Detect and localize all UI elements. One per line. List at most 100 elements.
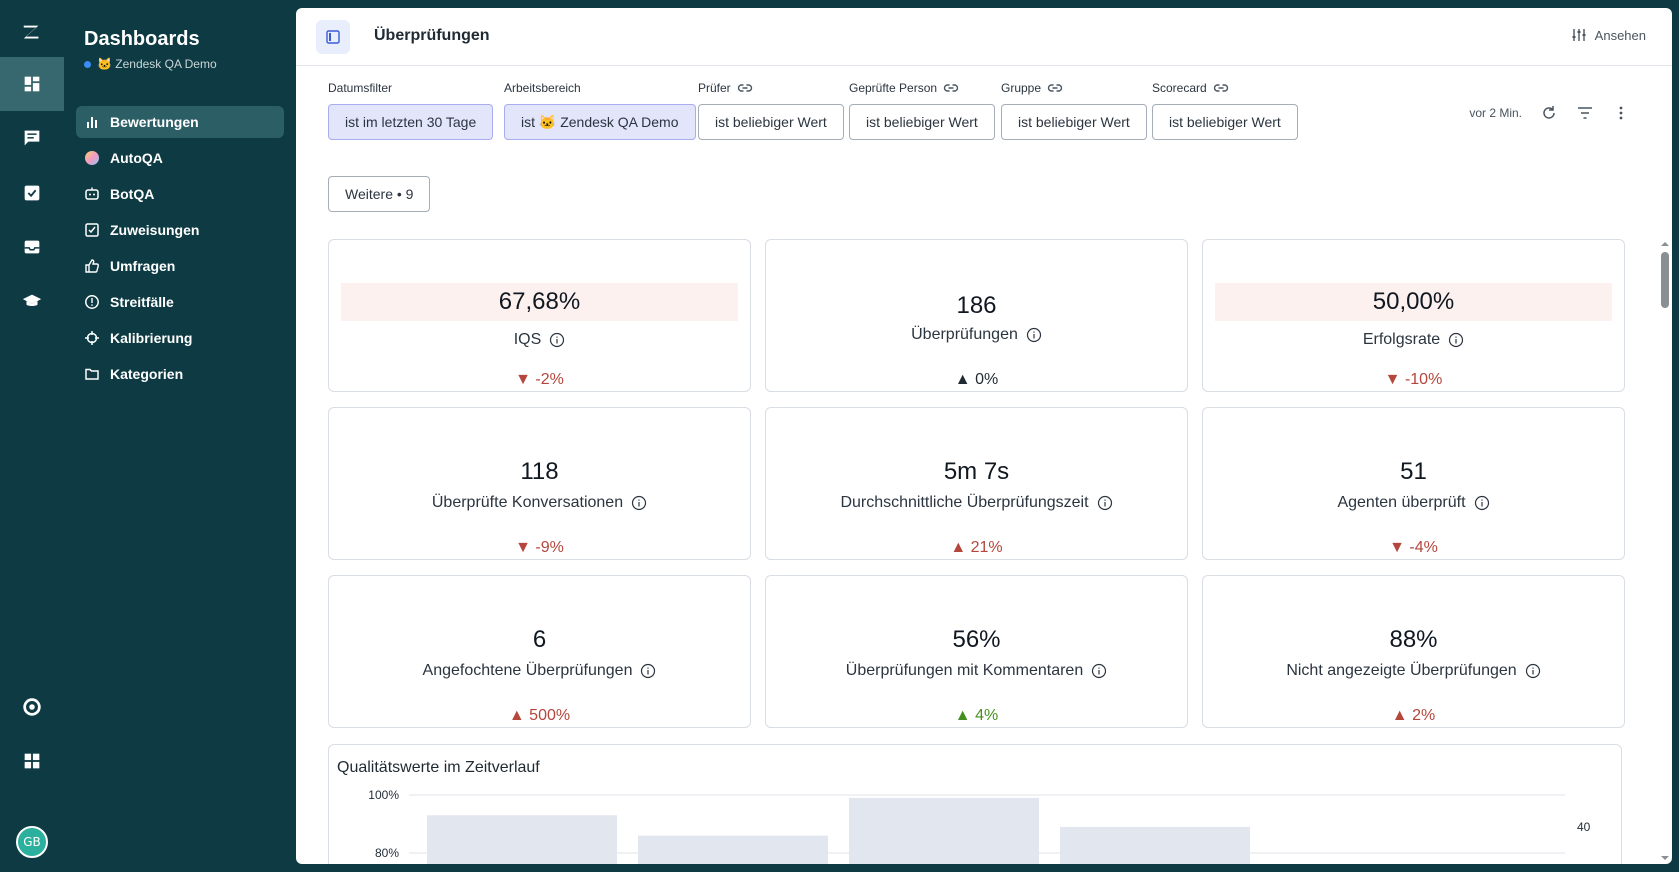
metric-delta: ▲ 21%: [950, 539, 1003, 556]
scroll-thumb[interactable]: [1661, 252, 1669, 308]
filter-icon[interactable]: [1576, 104, 1594, 122]
metric-card-disputed-reviews[interactable]: 6 Angefochtene Überprüfungen ▲ 500%: [328, 575, 751, 728]
metric-label: Agenten überprüft: [1337, 494, 1466, 511]
metric-card-pass-rate[interactable]: 50,00% Erfolgsrate ▼ -10%: [1202, 239, 1625, 392]
sidebar-toggle-button[interactable]: [316, 20, 350, 54]
link-icon[interactable]: [943, 80, 959, 96]
panel-left-icon: [326, 30, 340, 44]
info-icon[interactable]: [1525, 663, 1541, 679]
metric-value: 51: [1400, 458, 1427, 485]
metric-value: 67,68%: [341, 283, 738, 321]
chart-bar[interactable]: [849, 797, 1039, 864]
zendesk-logo-icon[interactable]: [0, 6, 64, 60]
alert-circle-icon: [85, 295, 99, 309]
metric-card-avg-review-time[interactable]: 5m 7s Durchschnittliche Überprüfungszeit…: [765, 407, 1188, 560]
chart-title: Qualitätswerte im Zeitverlauf: [337, 759, 540, 776]
info-icon[interactable]: [640, 663, 656, 679]
metric-value: 6: [532, 626, 547, 653]
metric-card-reviews-with-comments[interactable]: 56% Überprüfungen mit Kommentaren ▲ 4%: [765, 575, 1188, 728]
learning-icon[interactable]: [0, 274, 64, 328]
filter-label: Arbeitsbereich: [504, 81, 581, 95]
filter-group-pill[interactable]: ist beliebiger Wert: [1001, 104, 1147, 140]
page-title: Überprüfungen: [374, 27, 490, 44]
filter-scorecard: Scorecard ist beliebiger Wert: [1152, 78, 1298, 140]
filter-scorecard-pill[interactable]: ist beliebiger Wert: [1152, 104, 1298, 140]
sidebar-item-kalibrierung[interactable]: Kalibrierung: [76, 322, 284, 354]
view-button-label: Ansehen: [1594, 27, 1646, 43]
sidebar-item-botqa[interactable]: BotQA: [76, 178, 284, 210]
scrollbar[interactable]: [1658, 234, 1672, 864]
sidebar-item-streitfaelle[interactable]: Streitfälle: [76, 286, 284, 318]
metric-card-agents-reviewed[interactable]: 51 Agenten überprüft ▼ -4%: [1202, 407, 1625, 560]
metric-card-reviewed-conversations[interactable]: 118 Überprüfte Konversationen ▼ -9%: [328, 407, 751, 560]
filter-reviewee-pill[interactable]: ist beliebiger Wert: [849, 104, 995, 140]
workspace-indicator[interactable]: 🐱 Zendesk QA Demo: [84, 57, 217, 71]
metric-value: 186: [956, 292, 997, 319]
sidebar-item-kategorien[interactable]: Kategorien: [76, 358, 284, 390]
sidebar-title: Dashboards: [84, 28, 200, 50]
sidebar-item-label: Kalibrierung: [110, 330, 193, 346]
sidebar-item-autoqa[interactable]: AutoQA: [76, 142, 284, 174]
info-icon[interactable]: [1097, 495, 1113, 511]
folder-icon: [85, 368, 99, 380]
sliders-icon: [1572, 29, 1586, 41]
filter-date-pill[interactable]: ist im letzten 30 Tage: [328, 104, 494, 140]
status-dot: [84, 60, 91, 68]
dashboards-icon[interactable]: [0, 57, 64, 111]
avatar[interactable]: GB: [16, 826, 48, 858]
workspace-name: 🐱 Zendesk QA Demo: [97, 57, 217, 71]
info-icon[interactable]: [549, 332, 565, 348]
link-icon[interactable]: [737, 80, 753, 96]
metric-label: Überprüfungen mit Kommentaren: [845, 662, 1084, 679]
info-icon[interactable]: [1448, 332, 1464, 348]
metric-delta: ▲ 2%: [1391, 707, 1436, 724]
info-icon[interactable]: [1091, 663, 1107, 679]
sidebar-item-label: Streitfälle: [110, 294, 174, 310]
metric-card-iqs[interactable]: 67,68% IQS ▼ -2%: [328, 239, 751, 392]
y-tick-label: 100%: [368, 788, 399, 802]
filter-label: Prüfer: [698, 81, 731, 95]
metric-delta: ▲ 0%: [954, 371, 999, 388]
info-icon[interactable]: [1026, 327, 1042, 343]
link-icon[interactable]: [1213, 80, 1229, 96]
sidebar-item-umfragen[interactable]: Umfragen: [76, 250, 284, 282]
metric-card-unseen-reviews[interactable]: 88% Nicht angezeigte Überprüfungen ▲ 2%: [1202, 575, 1625, 728]
metric-label: Erfolgsrate: [1362, 331, 1441, 348]
more-filters-button[interactable]: Weitere • 9: [328, 176, 431, 212]
filter-label: Geprüfte Person: [849, 81, 938, 95]
tasks-icon[interactable]: [0, 166, 64, 220]
metric-card-reviews[interactable]: 186 Überprüfungen ▲ 0%: [765, 239, 1188, 392]
view-button[interactable]: Ansehen: [1571, 27, 1646, 43]
y-tick-label: 80%: [375, 846, 399, 860]
sidebar-item-zuweisungen[interactable]: Zuweisungen: [76, 214, 284, 246]
info-icon[interactable]: [1474, 495, 1490, 511]
help-icon[interactable]: [0, 680, 64, 734]
more-vertical-icon[interactable]: [1612, 104, 1630, 122]
filter-workspace: Arbeitsbereich ist 🐱 Zendesk QA Demo: [504, 78, 696, 140]
metric-label: IQS: [513, 331, 542, 348]
chart-bar[interactable]: [427, 815, 617, 864]
info-icon[interactable]: [631, 495, 647, 511]
bar-chart-icon: [87, 117, 97, 128]
inbox-icon[interactable]: [0, 220, 64, 274]
dashboard-tools: vor 2 Min.: [1469, 104, 1630, 122]
filter-reviewer-pill[interactable]: ist beliebiger Wert: [698, 104, 844, 140]
metric-label: Angefochtene Überprüfungen: [422, 662, 633, 679]
apps-icon[interactable]: [0, 734, 64, 788]
filter-label: Gruppe: [1001, 81, 1042, 95]
filter-group: Gruppe ist beliebiger Wert: [1001, 78, 1147, 140]
scroll-up-icon[interactable]: [1658, 238, 1672, 248]
app-rail: GB: [0, 0, 64, 872]
refresh-icon[interactable]: [1540, 104, 1558, 122]
sidebar-item-bewertungen[interactable]: Bewertungen: [76, 106, 284, 138]
chart-bar[interactable]: [638, 835, 828, 864]
scroll-down-icon[interactable]: [1658, 854, 1672, 864]
chart-bar[interactable]: [1060, 826, 1250, 864]
conversations-icon[interactable]: [0, 111, 64, 165]
autoqa-icon: [85, 151, 99, 165]
quality-over-time-chart: Qualitätswerte im Zeitverlauf 100% 80% 4…: [328, 744, 1622, 864]
metric-label: Nicht angezeigte Überprüfungen: [1286, 662, 1517, 679]
filter-workspace-pill[interactable]: ist 🐱 Zendesk QA Demo: [504, 104, 696, 140]
link-icon[interactable]: [1047, 80, 1063, 96]
metric-value: 88%: [1389, 626, 1438, 653]
